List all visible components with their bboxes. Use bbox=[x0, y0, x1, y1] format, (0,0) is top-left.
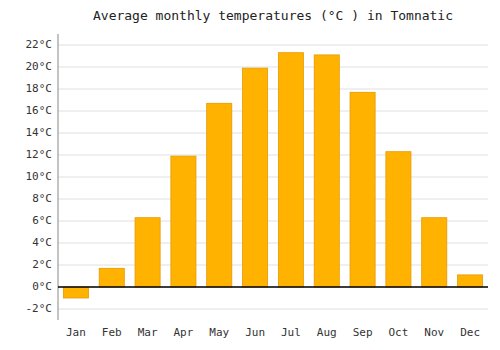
bar bbox=[63, 287, 88, 298]
grid-line bbox=[58, 199, 488, 200]
y-tick-label: 2°C bbox=[32, 258, 52, 271]
y-tick-label: 14°C bbox=[26, 126, 53, 139]
bar bbox=[207, 103, 232, 287]
title: Average monthly temperatures (°C ) in To… bbox=[93, 8, 453, 23]
grid-line bbox=[58, 111, 488, 112]
background bbox=[0, 0, 500, 350]
x-tick-label: Dec bbox=[460, 326, 480, 339]
y-tick-label: 20°C bbox=[26, 60, 53, 73]
x-tick-label: Sep bbox=[353, 326, 373, 339]
bar bbox=[135, 218, 160, 287]
grid bbox=[58, 45, 488, 309]
x-tick-label: Apr bbox=[173, 326, 193, 339]
grid-line bbox=[58, 45, 488, 46]
grid-line bbox=[58, 155, 488, 156]
grid-line bbox=[58, 89, 488, 90]
grid-line bbox=[58, 67, 488, 68]
x-tick-label: Aug bbox=[317, 326, 337, 339]
y-tick-label: 0°C bbox=[32, 280, 52, 293]
y-tick-label: -2°C bbox=[26, 302, 53, 315]
y-tick-label: 18°C bbox=[26, 82, 53, 95]
bar bbox=[422, 218, 447, 287]
bar bbox=[243, 68, 268, 287]
grid-line bbox=[58, 287, 488, 288]
grid-line bbox=[58, 177, 488, 178]
grid-line bbox=[58, 309, 488, 310]
x-tick-label: Nov bbox=[424, 326, 444, 339]
zero-line bbox=[58, 286, 488, 288]
y-tick-label: 6°C bbox=[32, 214, 52, 227]
bar bbox=[278, 53, 303, 287]
y-tick-label: 10°C bbox=[26, 170, 53, 183]
y-tick-label: 22°C bbox=[26, 38, 53, 51]
y-axis-line bbox=[58, 34, 59, 320]
bar bbox=[171, 156, 196, 287]
bar bbox=[350, 92, 375, 287]
chart-container: -2°C 0°C 2°C 4°C 6°C 8°C 10°C 12°C 14°C 16°C 18°C 2… bbox=[0, 0, 500, 350]
bar bbox=[314, 55, 339, 287]
bar bbox=[99, 268, 124, 287]
x-tick-label: Jul bbox=[281, 326, 301, 339]
x-tick-label: Oct bbox=[388, 326, 408, 339]
y-tick-label: 8°C bbox=[32, 192, 52, 205]
x-tick-label: Mar bbox=[138, 326, 158, 339]
y-ticks: -2°C 0°C 2°C 4°C 6°C 8°C 10°C 12°C 14°C 16°C 18°C 2… bbox=[26, 38, 53, 315]
chart: -2°C 0°C 2°C 4°C 6°C 8°C 10°C 12°C 14°C 16°C 18°C 2… bbox=[0, 0, 500, 350]
y-tick-label: 12°C bbox=[26, 148, 53, 161]
bar bbox=[458, 275, 483, 287]
x-ticks: Jan Feb Mar Apr May Jun Jul Aug Sep Oct Nov Dec bbox=[66, 326, 480, 339]
bar bbox=[386, 152, 411, 287]
x-tick-label: Jun bbox=[245, 326, 265, 339]
x-tick-label: Feb bbox=[102, 326, 122, 339]
y-tick-label: 16°C bbox=[26, 104, 53, 117]
y-tick-label: 4°C bbox=[32, 236, 52, 249]
bars bbox=[63, 53, 482, 298]
grid-line bbox=[58, 133, 488, 134]
x-tick-label: Jan bbox=[66, 326, 86, 339]
x-tick-label: May bbox=[209, 326, 229, 339]
